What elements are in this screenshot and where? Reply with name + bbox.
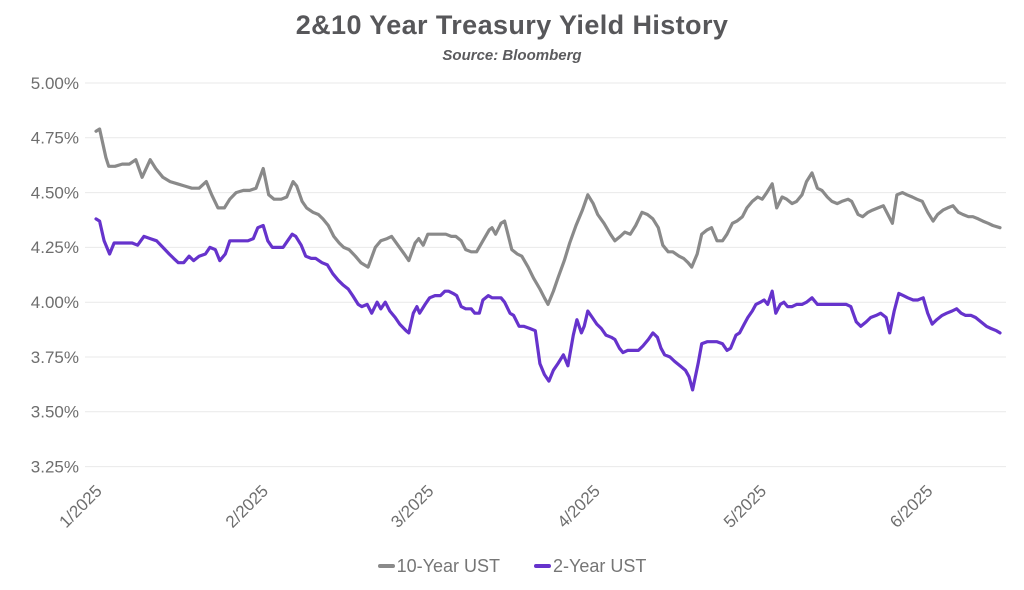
y-axis-tick-label: 3.50% — [31, 403, 79, 422]
y-axis-tick-label: 3.75% — [31, 348, 79, 367]
legend-item-2-year: 2-Year UST — [534, 556, 646, 577]
x-axis-tick-label: 6/2025 — [886, 481, 936, 531]
legend-swatch-10-year — [377, 564, 395, 568]
chart-subtitle: Source: Bloomberg — [442, 47, 582, 64]
x-axis-tick-label: 1/2025 — [56, 481, 106, 531]
x-axis-tick-label: 5/2025 — [720, 481, 770, 531]
legend-swatch-2-year — [534, 564, 551, 568]
x-axis-tick-label: 2/2025 — [222, 481, 272, 531]
series-line-2-year-ust — [94, 217, 1002, 392]
y-axis-tick-label: 5.00% — [31, 74, 79, 93]
series-line-10-year-ust — [94, 127, 1002, 306]
legend-label-2-year: 2-Year UST — [553, 555, 647, 576]
y-axis-tick-label: 4.75% — [31, 129, 79, 148]
chart-legend: 10-Year UST 2-Year UST — [0, 550, 1024, 582]
y-axis-tick-label: 4.25% — [31, 238, 79, 257]
legend-label-10-year: 10-Year UST — [396, 555, 500, 576]
x-axis-tick-label: 4/2025 — [554, 481, 604, 531]
y-axis-tick-label: 3.25% — [31, 457, 79, 476]
y-axis-tick-label: 4.00% — [31, 293, 79, 312]
legend-item-10-year: 10-Year UST — [377, 555, 500, 577]
chart-plot-area: 5.00% 4.75% 4.50% 4.25% 4.00% 3.75% 3.50% 3.25%… — [31, 74, 1006, 532]
chart-title: 2&10 Year Treasury Yield History — [295, 10, 729, 40]
y-axis-tick-label: 4.50% — [31, 183, 79, 202]
x-axis-tick-label: 3/2025 — [387, 481, 437, 531]
